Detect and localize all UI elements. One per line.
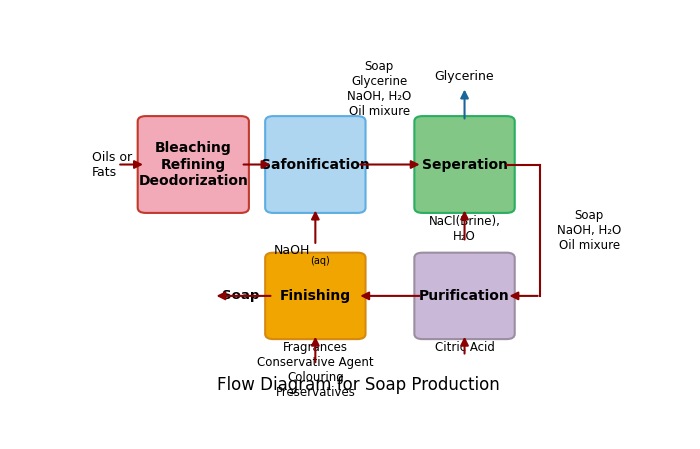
FancyArrowPatch shape <box>244 161 268 168</box>
Text: Citric Acid: Citric Acid <box>435 341 494 354</box>
Text: Finishing: Finishing <box>280 289 351 303</box>
FancyBboxPatch shape <box>414 253 514 339</box>
FancyArrowPatch shape <box>461 92 468 119</box>
FancyArrowPatch shape <box>512 293 538 299</box>
Text: Seperation: Seperation <box>421 158 508 172</box>
FancyArrowPatch shape <box>461 213 468 239</box>
Text: Purification: Purification <box>419 289 510 303</box>
FancyArrowPatch shape <box>461 339 468 354</box>
FancyArrowPatch shape <box>360 161 417 168</box>
FancyArrowPatch shape <box>120 161 141 168</box>
Text: Bleaching
Refining
Deodorization: Bleaching Refining Deodorization <box>139 141 248 188</box>
FancyBboxPatch shape <box>265 116 365 213</box>
Text: Safonification: Safonification <box>261 158 370 172</box>
FancyBboxPatch shape <box>138 116 249 213</box>
Text: NaCl(Brine),
H₂O: NaCl(Brine), H₂O <box>428 215 500 242</box>
Text: Soap
Glycerine
NaOH, H₂O
Oil mixure: Soap Glycerine NaOH, H₂O Oil mixure <box>347 60 411 118</box>
Text: Soap
NaOH, H₂O
Oil mixure: Soap NaOH, H₂O Oil mixure <box>557 209 622 252</box>
FancyArrowPatch shape <box>312 339 318 362</box>
Text: Soap: Soap <box>223 290 260 302</box>
FancyArrowPatch shape <box>363 293 420 299</box>
FancyArrowPatch shape <box>218 293 270 299</box>
Text: Fragrances
Conservative Agent
Colouring
Preservatives: Fragrances Conservative Agent Colouring … <box>257 341 374 399</box>
Text: (aq): (aq) <box>311 256 330 266</box>
Text: Glycerine: Glycerine <box>435 70 494 83</box>
FancyArrowPatch shape <box>312 213 318 243</box>
Text: NaOH: NaOH <box>274 244 310 257</box>
FancyBboxPatch shape <box>265 253 365 339</box>
Text: Flow Diagram for Soap Production: Flow Diagram for Soap Production <box>218 376 500 394</box>
Text: Oils or
Fats: Oils or Fats <box>92 150 132 179</box>
FancyBboxPatch shape <box>414 116 514 213</box>
